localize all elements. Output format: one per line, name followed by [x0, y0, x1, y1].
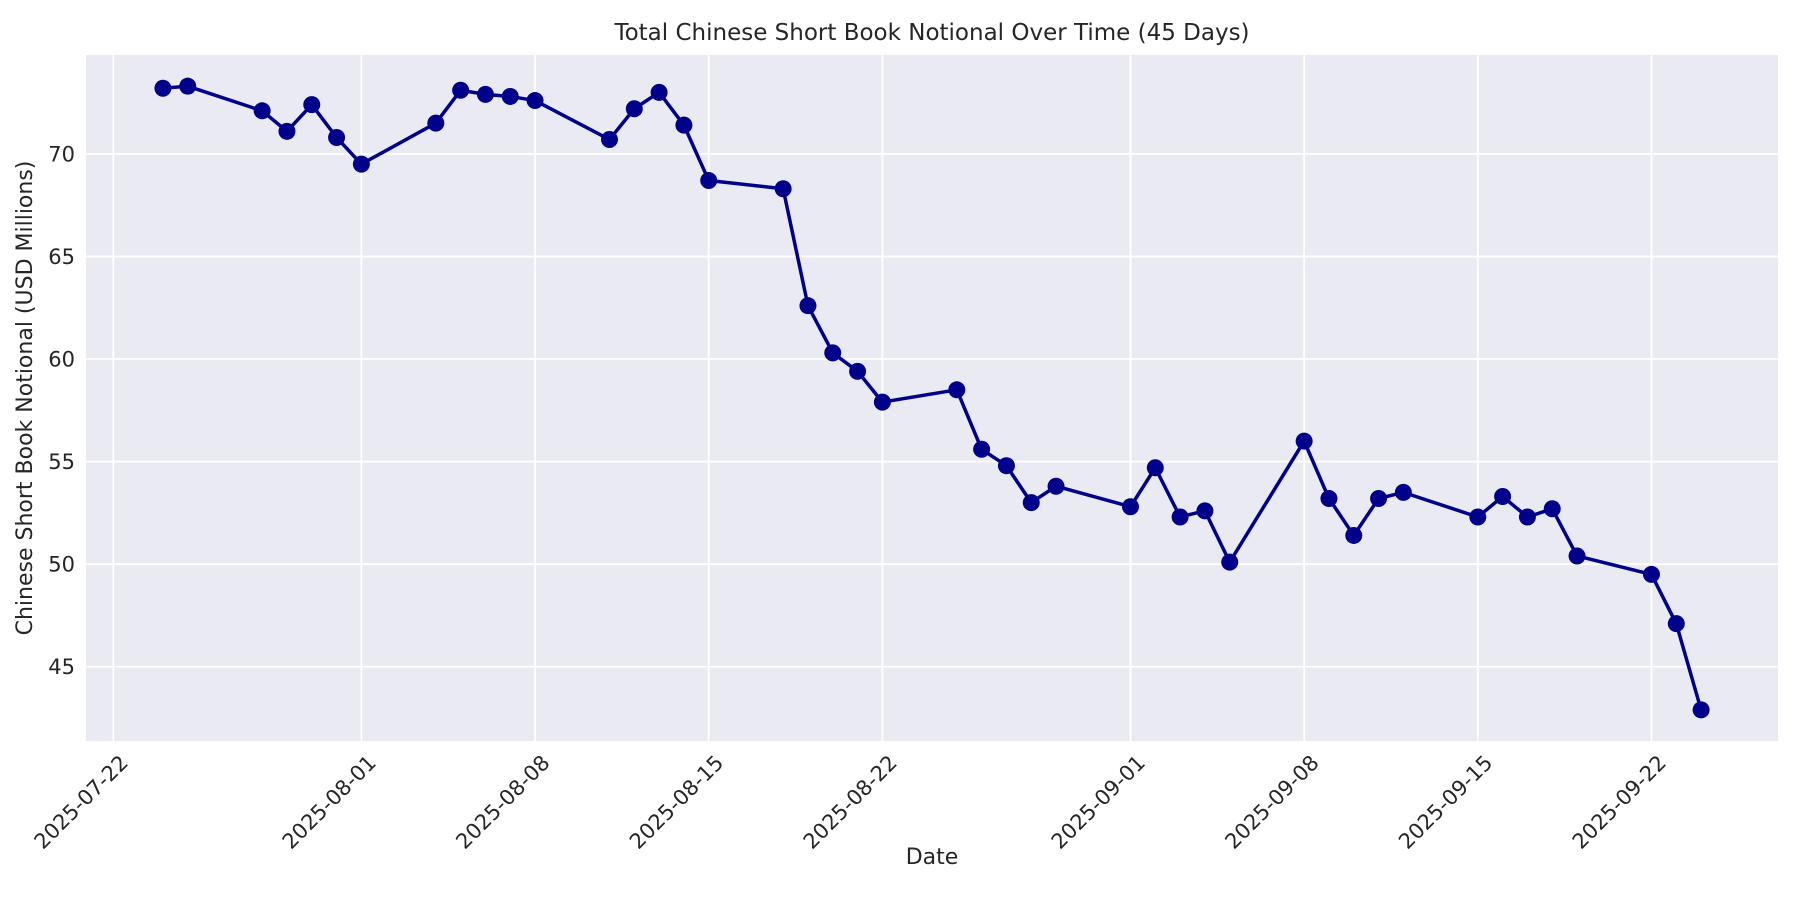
data-point: [352, 155, 370, 173]
data-point: [476, 85, 494, 103]
data-point: [1543, 500, 1561, 518]
data-point: [1692, 701, 1710, 719]
y-tick-label: 65: [48, 245, 75, 269]
data-point: [1494, 487, 1512, 505]
data-point: [1022, 494, 1040, 512]
data-point: [997, 457, 1015, 475]
data-point: [179, 77, 197, 95]
data-point: [774, 180, 792, 198]
y-axis-label: Chinese Short Book Notional (USD Million…: [13, 161, 38, 636]
data-point: [1295, 432, 1313, 450]
data-point: [973, 440, 991, 458]
data-point: [948, 381, 966, 399]
y-tick-label: 45: [48, 655, 75, 679]
data-point: [1146, 459, 1164, 477]
data-point: [278, 122, 296, 140]
data-point: [600, 131, 618, 149]
series-layer: [154, 77, 1710, 719]
data-point: [824, 344, 842, 362]
x-tick-label: 2025-08-22: [799, 751, 902, 854]
data-point: [1469, 508, 1487, 526]
x-tick-label: 2025-08-08: [451, 751, 554, 854]
data-point: [328, 128, 346, 146]
data-point: [1642, 565, 1660, 583]
data-point: [1320, 490, 1338, 508]
data-point: [1394, 483, 1412, 501]
data-point: [154, 79, 172, 97]
data-point: [253, 102, 271, 120]
x-tick-label: 2025-09-01: [1047, 751, 1150, 854]
data-point: [1667, 615, 1685, 633]
data-point: [427, 114, 445, 132]
data-point: [452, 81, 470, 99]
data-point: [849, 362, 867, 380]
x-tick-label: 2025-09-22: [1568, 751, 1671, 854]
data-point: [1196, 502, 1214, 520]
data-point: [1221, 553, 1239, 571]
data-point: [1568, 547, 1586, 565]
data-point: [1345, 526, 1363, 544]
x-tick-label: 2025-08-01: [278, 751, 381, 854]
x-tick-label: 2025-09-08: [1220, 751, 1323, 854]
data-point: [1047, 477, 1065, 495]
data-point: [1171, 508, 1189, 526]
data-point: [650, 83, 668, 101]
data-point: [675, 116, 693, 134]
data-point: [1370, 490, 1388, 508]
chart-title: Total Chinese Short Book Notional Over T…: [613, 20, 1249, 46]
y-tick-label: 50: [48, 553, 75, 577]
x-tick-label: 2025-09-15: [1394, 751, 1497, 854]
data-point: [1518, 508, 1536, 526]
y-tick-label: 55: [48, 450, 75, 474]
x-tick-label: 2025-07-22: [30, 751, 133, 854]
data-point: [501, 87, 519, 105]
data-point: [799, 297, 817, 315]
plot-area: [86, 55, 1778, 741]
x-tick-label: 2025-08-15: [625, 751, 728, 854]
data-point: [625, 100, 643, 118]
x-axis-label: Date: [906, 845, 959, 870]
data-point: [873, 393, 891, 411]
y-tick-label: 60: [48, 348, 75, 372]
data-point: [700, 172, 718, 190]
data-point: [1121, 498, 1139, 516]
data-point: [526, 92, 544, 110]
y-tick-label: 70: [48, 142, 75, 166]
data-point: [303, 96, 321, 114]
grid-layer: [86, 55, 1778, 741]
